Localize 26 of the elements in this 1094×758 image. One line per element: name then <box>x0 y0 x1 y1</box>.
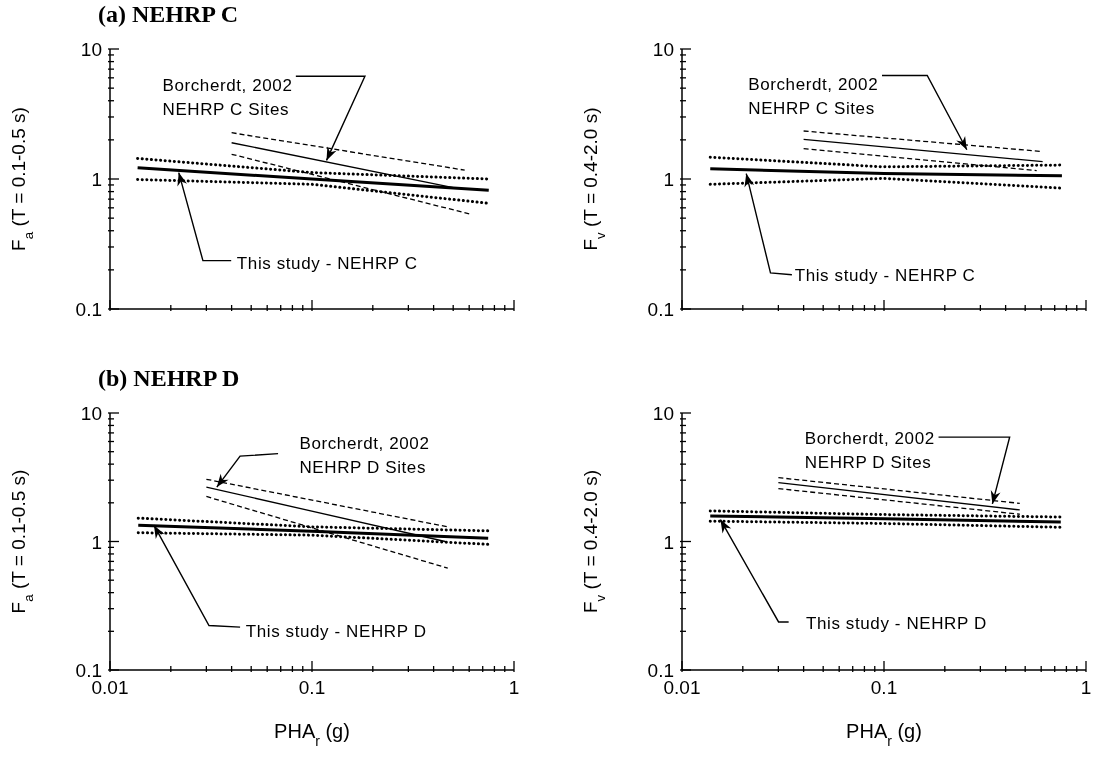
chart-title: (a) NEHRP C <box>98 1 238 28</box>
x-tick-label: 1 <box>1080 677 1092 698</box>
chart-title: (b) NEHRP D <box>98 365 240 392</box>
x-axis-title: PHA$_{r}$ (g) <box>846 720 922 749</box>
y-tick-label: 10 <box>80 39 102 60</box>
y-tick-label: 1 <box>91 531 102 553</box>
annotation: This study - NEHRP D <box>806 614 987 634</box>
y-tick-label: 10 <box>80 403 102 424</box>
y-tick-label: 1 <box>663 531 674 553</box>
y-tick-label: 1 <box>663 169 674 190</box>
x-tick-label: 0.1 <box>298 677 326 698</box>
annotation: This study - NEHRP D <box>245 621 427 641</box>
y-tick-label: 0.1 <box>647 299 674 320</box>
annotation: Borcherdt, 2002 NEHRP D Sites <box>299 433 430 477</box>
x-tick-label: 0.1 <box>870 677 898 698</box>
y-tick-label: 10 <box>652 403 674 424</box>
y-tick-label: 1 <box>91 169 102 190</box>
x-tick-label: 1 <box>508 677 520 698</box>
annotation: Borcherdt, 2002 NEHRP C Sites <box>748 75 879 119</box>
annotation: Borcherdt, 2002 NEHRP C Sites <box>162 76 293 120</box>
y-tick-label: 0.1 <box>75 299 102 320</box>
annotation: Borcherdt, 2002 NEHRP D Sites <box>804 428 935 472</box>
y-tick-label: 10 <box>652 39 674 60</box>
x-axis-title: PHA$_{r}$ (g) <box>274 720 350 749</box>
annotation: This study - NEHRP C <box>236 253 418 273</box>
annotation: This study - NEHRP C <box>794 265 976 285</box>
